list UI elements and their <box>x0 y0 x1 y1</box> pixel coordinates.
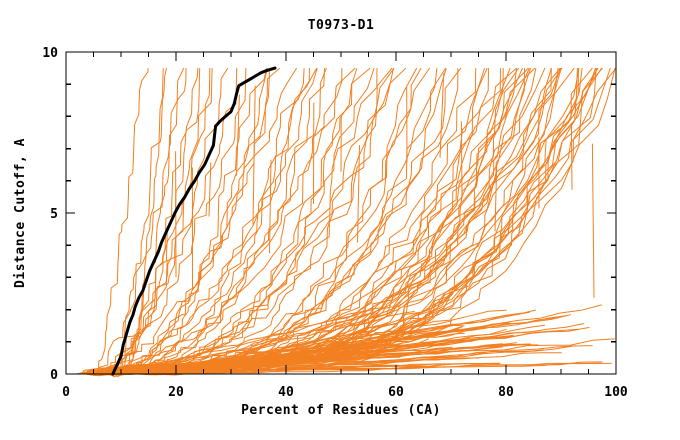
x-tick-label: 0 <box>62 385 70 400</box>
y-axis-label: Distance Cutoff, A <box>13 138 28 288</box>
prediction-curve <box>120 312 524 375</box>
prediction-curve <box>236 94 240 176</box>
prediction-curve <box>116 68 199 375</box>
prediction-curve <box>252 85 256 225</box>
prediction-curve <box>127 352 562 375</box>
reference-curve-layer <box>111 66 277 376</box>
prediction-curve <box>97 68 149 375</box>
prediction-curve <box>208 162 212 217</box>
prediction-curve <box>128 306 393 375</box>
x-axis-label: Percent of Residues (CA) <box>241 403 441 418</box>
prediction-curve <box>88 68 310 375</box>
prediction-curve <box>591 143 595 298</box>
prediction-curve <box>129 343 504 375</box>
prediction-curve <box>109 307 384 375</box>
axis-ticks <box>65 51 617 375</box>
prediction-curve <box>94 67 229 375</box>
prediction-curve <box>81 67 298 375</box>
prediction-curve <box>175 323 585 375</box>
reference-curve <box>111 66 277 376</box>
prediction-curve <box>92 68 187 375</box>
x-tick-label: 80 <box>498 385 514 400</box>
prediction-curve <box>102 309 373 375</box>
prediction-curve <box>460 121 463 199</box>
prediction-curve <box>107 310 415 375</box>
prediction-curve <box>93 68 247 375</box>
prediction-curve <box>269 159 272 254</box>
x-tick-label: 40 <box>278 385 294 400</box>
prediction-curve <box>108 309 507 375</box>
prediction-curve <box>122 68 164 375</box>
y-tick-label: 0 <box>50 368 58 383</box>
prediction-curve <box>494 164 498 232</box>
page-title: T0973-D1 <box>308 18 375 33</box>
prediction-curve <box>357 145 360 243</box>
prediction-curve <box>87 67 375 375</box>
prediction-curve <box>96 68 213 375</box>
x-tick-label: 60 <box>388 385 404 400</box>
x-tick-label: 20 <box>168 385 184 400</box>
axis-tick-labels: 0 20 40 60 80 100 0 5 10 <box>42 46 628 400</box>
y-tick-label: 5 <box>50 207 58 222</box>
y-tick-label: 10 <box>42 46 58 61</box>
x-tick-label: 100 <box>604 385 628 400</box>
prediction-curves-layer <box>76 67 617 378</box>
prediction-curve <box>570 124 573 190</box>
prediction-curve <box>439 73 445 158</box>
